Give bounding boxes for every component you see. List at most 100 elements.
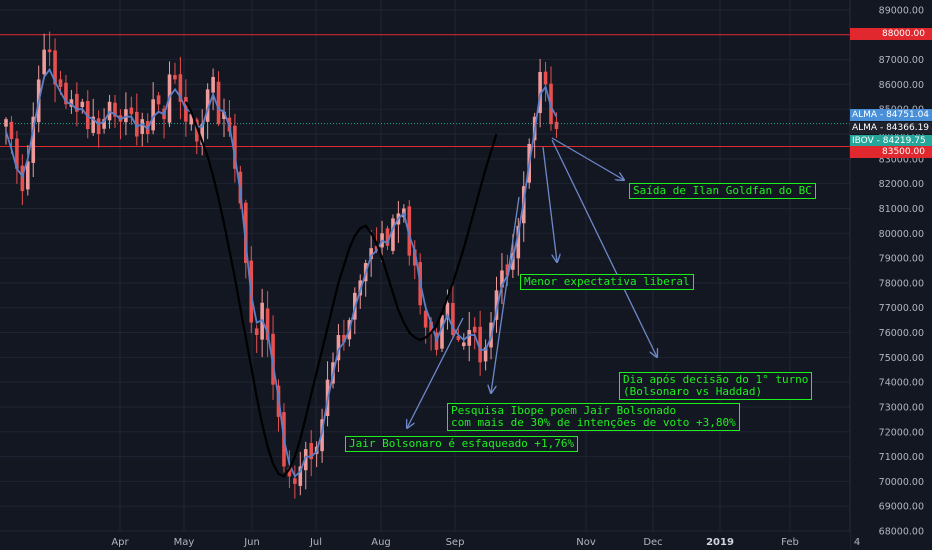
y-tick-label: 82000.00 bbox=[879, 179, 924, 190]
level-83500-tag: 83500.00 bbox=[850, 146, 932, 158]
candle-up bbox=[320, 419, 324, 452]
candle-up bbox=[462, 342, 466, 347]
y-tick-label: 74000.00 bbox=[879, 378, 924, 389]
candle-up bbox=[140, 119, 145, 134]
y-tick-label: 77000.00 bbox=[879, 303, 924, 314]
candle-down bbox=[58, 79, 63, 87]
candle-down bbox=[478, 326, 482, 363]
candle-down bbox=[456, 336, 461, 340]
y-tick-label: 89000.00 bbox=[879, 6, 924, 17]
candle-up bbox=[31, 116, 36, 163]
y-tick-label: 76000.00 bbox=[879, 328, 924, 339]
price-axis-labels: 68000.00 69000.00 70000.00 71000.00 72000.00… bbox=[879, 6, 924, 538]
x-tick-label: Jul bbox=[309, 537, 322, 548]
trend-line bbox=[184, 101, 498, 478]
price-axis[interactable] bbox=[850, 0, 932, 550]
annotation-arrow bbox=[542, 146, 557, 262]
y-tick-label: 73000.00 bbox=[879, 402, 924, 413]
annotation-menor-expectativa[interactable]: Menor expectativa liberal bbox=[520, 274, 694, 290]
candle-down bbox=[85, 101, 90, 130]
candle-up bbox=[494, 290, 499, 320]
candle-up bbox=[189, 114, 194, 125]
annotation-arrows bbox=[407, 137, 657, 428]
candle-up bbox=[467, 330, 472, 346]
candle-down bbox=[216, 81, 221, 125]
annotation-arrow bbox=[491, 196, 520, 393]
candle-down bbox=[113, 102, 117, 117]
candle-up bbox=[369, 248, 373, 260]
candle-up bbox=[211, 76, 215, 93]
x-tick-label: Aug bbox=[371, 537, 391, 548]
candle-down bbox=[129, 107, 134, 115]
annotation-esfaqueado[interactable]: Jair Bolsonaro é esfaqueado +1,76% bbox=[345, 436, 579, 452]
annotation-arrow bbox=[551, 137, 624, 180]
y-tick-label: 83000.00 bbox=[879, 154, 924, 165]
candle-down bbox=[293, 478, 297, 484]
candle-up bbox=[391, 218, 395, 251]
y-tick-label: 78000.00 bbox=[879, 278, 924, 289]
candle-down bbox=[75, 93, 79, 112]
x-tick-label: Feb bbox=[781, 537, 799, 548]
time-axis-labels: Apr May Jun Jul Aug Sep Nov Dec 2019 Feb 4 bbox=[111, 537, 860, 548]
candle-up bbox=[445, 302, 450, 318]
candle-up bbox=[200, 124, 204, 145]
candle-up bbox=[124, 109, 128, 123]
candle-down bbox=[423, 310, 428, 328]
x-tick-label: Nov bbox=[576, 537, 596, 548]
candle-down bbox=[265, 308, 270, 340]
grid bbox=[0, 0, 858, 532]
candle-down bbox=[374, 245, 379, 251]
candle-down bbox=[64, 82, 68, 105]
level-88000-tag: 88000.00 bbox=[850, 28, 932, 40]
candle-up bbox=[483, 347, 488, 362]
candle-up bbox=[91, 116, 95, 133]
annotation-pesquisa-ibope[interactable]: Pesquisa Ibope poem Jair Bolsonado com m… bbox=[447, 403, 740, 431]
annotation-ilan-goldfan[interactable]: Saída de Ilan Goldfan do BC bbox=[629, 183, 816, 199]
candle-down bbox=[9, 121, 14, 140]
x-tick-label: 4 bbox=[854, 537, 860, 548]
y-tick-label: 86000.00 bbox=[879, 80, 924, 91]
candle-down bbox=[244, 202, 248, 264]
candle-down bbox=[20, 165, 25, 192]
y-tick-label: 72000.00 bbox=[879, 427, 924, 438]
candle-up bbox=[42, 49, 46, 75]
x-tick-label: Sep bbox=[446, 537, 465, 548]
x-tick-label: Apr bbox=[111, 537, 129, 548]
candle-down bbox=[407, 206, 412, 256]
candle-up bbox=[205, 89, 210, 122]
candle-up bbox=[69, 99, 74, 107]
moving-average-lines bbox=[5, 67, 558, 478]
time-axis[interactable] bbox=[0, 532, 850, 550]
candle-up bbox=[516, 225, 521, 259]
candle-down bbox=[412, 249, 417, 266]
candle-down bbox=[135, 111, 139, 137]
candle-down bbox=[451, 302, 455, 336]
candle-up bbox=[26, 161, 30, 190]
candle-down bbox=[472, 326, 477, 333]
candle-down bbox=[287, 467, 292, 477]
candle-down bbox=[233, 125, 237, 169]
annotation-primeiro-turno[interactable]: Dia após decisão do 1° turno (Bolsonaro … bbox=[619, 372, 813, 400]
y-tick-label: 80000.00 bbox=[879, 229, 924, 240]
candle-down bbox=[429, 321, 433, 333]
y-tick-label: 71000.00 bbox=[879, 452, 924, 463]
candle-up bbox=[336, 335, 341, 361]
x-tick-label: 2019 bbox=[706, 537, 734, 548]
y-tick-label: 70000.00 bbox=[879, 477, 924, 488]
y-tick-label: 68000.00 bbox=[879, 527, 924, 538]
candle-up bbox=[222, 111, 226, 120]
annotation-arrow bbox=[551, 139, 657, 357]
candle-up bbox=[151, 99, 155, 131]
y-tick-label: 69000.00 bbox=[879, 502, 924, 513]
alma-price-tag: ALMA - 84751.04 bbox=[850, 109, 932, 121]
candle-down bbox=[554, 121, 559, 130]
candle-up bbox=[500, 270, 504, 288]
candle-up bbox=[303, 449, 308, 471]
annotation-arrow bbox=[407, 317, 464, 428]
candle-up bbox=[4, 119, 8, 127]
candle-down bbox=[254, 328, 259, 336]
candle-down bbox=[385, 228, 390, 246]
candle-down bbox=[194, 119, 199, 142]
alma-line bbox=[5, 67, 558, 478]
